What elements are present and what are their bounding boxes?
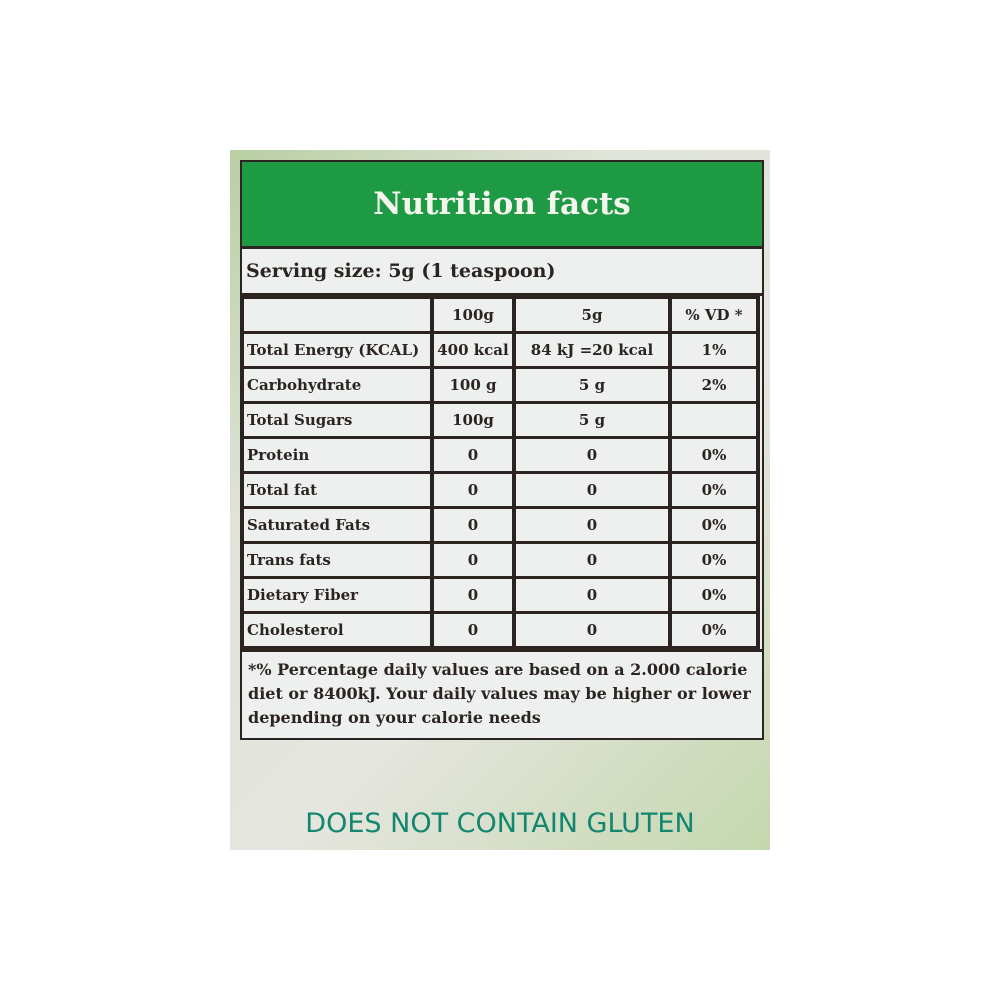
table-row: Protein 0 0 0%	[244, 439, 756, 471]
cell: 0	[516, 579, 668, 611]
footnote: *% Percentage daily values are based on …	[242, 649, 762, 738]
table-row: Total Energy (KCAL) 400 kcal 84 kJ =20 kca…	[244, 334, 756, 366]
cell: 0	[516, 614, 668, 646]
cell: 0	[516, 544, 668, 576]
cell: Dietary Fiber	[244, 579, 430, 611]
cell: 0%	[672, 614, 756, 646]
cell: 0%	[672, 579, 756, 611]
cell: 0	[434, 544, 512, 576]
cell: 0	[516, 474, 668, 506]
cell: 0%	[672, 474, 756, 506]
cell: 0	[434, 579, 512, 611]
cell: 0%	[672, 509, 756, 541]
cell: 0	[516, 509, 668, 541]
cell: Protein	[244, 439, 430, 471]
cell: 100 g	[434, 369, 512, 401]
label-title: Nutrition facts	[242, 162, 762, 249]
cell: 0	[434, 474, 512, 506]
nutrition-table: 100g 5g% VD * Total Energy (KCAL) 400 kcal 8…	[240, 296, 760, 649]
nutrition-label: Nutrition facts Serving size: 5g (1 teas…	[240, 160, 764, 740]
cell: % VD *	[672, 299, 756, 331]
cell: 100g	[434, 404, 512, 436]
cell: 0	[434, 439, 512, 471]
cell: 5g	[516, 299, 668, 331]
cell: Total Energy (KCAL)	[244, 334, 430, 366]
cell: 100g	[434, 299, 512, 331]
cell: 0	[434, 614, 512, 646]
table-row: Cholesterol 0 0 0%	[244, 614, 756, 646]
cell: 0%	[672, 544, 756, 576]
cell: 84 kJ =20 kcal	[516, 334, 668, 366]
cell: 2%	[672, 369, 756, 401]
cell: 0	[434, 509, 512, 541]
cell: 0	[516, 439, 668, 471]
cell: Carbohydrate	[244, 369, 430, 401]
cell: 5 g	[516, 404, 668, 436]
cell: 5 g	[516, 369, 668, 401]
cell	[672, 404, 756, 436]
cell: Saturated Fats	[244, 509, 430, 541]
serving-size: Serving size: 5g (1 teaspoon)	[242, 249, 762, 296]
gluten-free-claim: DOES NOT CONTAIN GLUTEN	[305, 808, 695, 839]
header-row: 100g 5g% VD *	[244, 299, 756, 331]
cell: Trans fats	[244, 544, 430, 576]
table-row: Trans fats 0 0 0%	[244, 544, 756, 576]
cell: Total Sugars	[244, 404, 430, 436]
cell: Total fat	[244, 474, 430, 506]
cell: 1%	[672, 334, 756, 366]
table-row: Total fat 0 0 0%	[244, 474, 756, 506]
table-row: Saturated Fats 0 0 0%	[244, 509, 756, 541]
cell: Cholesterol	[244, 614, 430, 646]
table-row: Total Sugars 100g 5 g	[244, 404, 756, 436]
cell: 0%	[672, 439, 756, 471]
cell	[244, 299, 430, 331]
cell: 400 kcal	[434, 334, 512, 366]
table-row: Dietary Fiber 0 0 0%	[244, 579, 756, 611]
